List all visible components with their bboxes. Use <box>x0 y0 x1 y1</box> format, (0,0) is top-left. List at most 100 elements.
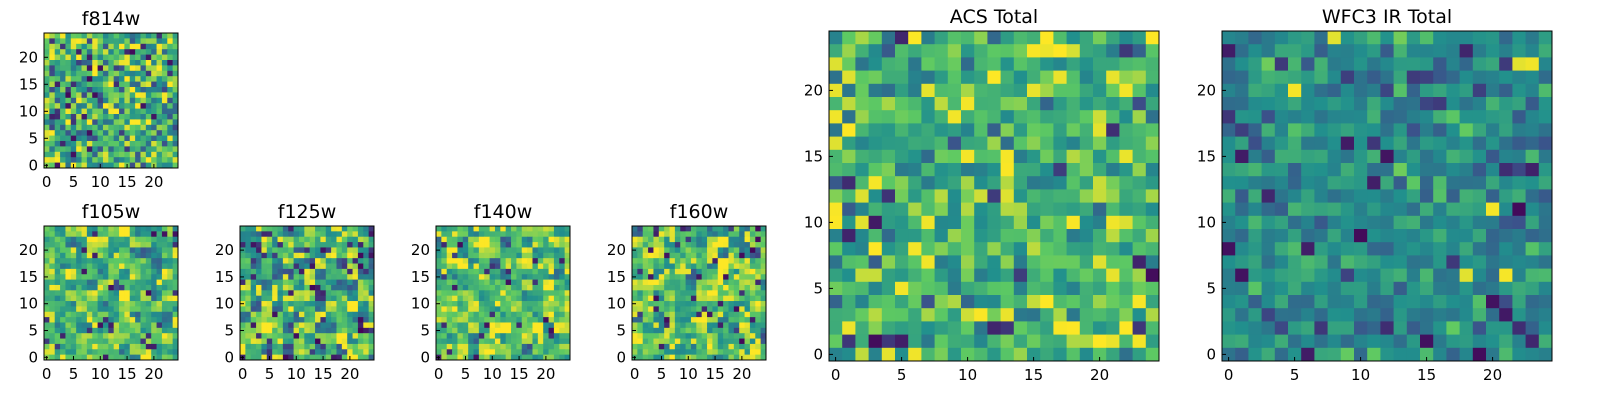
heatmap-cell <box>642 301 649 307</box>
heatmap-cell <box>140 92 147 99</box>
heatmap-cell <box>1406 176 1421 190</box>
heatmap-cell <box>368 231 375 238</box>
heatmap-cell <box>129 226 136 232</box>
heatmap-cell <box>446 236 453 243</box>
heatmap-cell <box>1053 136 1067 151</box>
heatmap-cell <box>108 242 115 248</box>
heatmap-cell <box>829 321 843 335</box>
heatmap-cell <box>357 258 364 264</box>
heatmap-cell <box>1433 229 1447 243</box>
heatmap-cell <box>304 349 311 356</box>
heatmap-cell <box>527 226 533 232</box>
heatmap-cell <box>108 60 115 66</box>
heatmap-cell <box>1327 255 1342 269</box>
heatmap-cell <box>97 295 104 302</box>
heatmap-cell <box>151 87 157 93</box>
heatmap-cell <box>868 44 883 58</box>
heatmap-cell <box>921 242 935 256</box>
heatmap-cell <box>1027 44 1041 58</box>
heatmap-cell <box>749 290 756 297</box>
heatmap-cell <box>145 65 152 72</box>
heatmap-cell <box>1406 31 1421 45</box>
heatmap-cell <box>1248 281 1262 296</box>
heatmap-cell <box>543 242 549 248</box>
heatmap-cell <box>1261 44 1276 58</box>
heatmap-cell <box>653 236 660 243</box>
heatmap-cell <box>653 354 660 361</box>
heatmap-cell <box>755 295 762 302</box>
heatmap-cell <box>60 295 66 302</box>
heatmap-cell <box>240 338 246 345</box>
heatmap-cell <box>674 301 681 307</box>
heatmap-cell <box>81 274 88 280</box>
heatmap-cell <box>124 92 131 99</box>
heatmap-cell <box>293 333 300 339</box>
heatmap-cell <box>723 226 729 232</box>
heatmap-cell <box>1406 308 1421 322</box>
heatmap-cell <box>462 258 469 264</box>
heatmap-cell <box>92 317 98 323</box>
heatmap-cell <box>868 295 883 309</box>
heatmap-cell <box>277 311 284 318</box>
heatmap-cell <box>441 349 448 356</box>
heatmap-cell <box>1093 255 1107 269</box>
heatmap-cell <box>1053 202 1067 217</box>
heatmap-cell <box>521 226 528 232</box>
heatmap-cell <box>81 33 88 39</box>
heatmap-cell <box>696 231 703 238</box>
heatmap-cell <box>868 229 883 243</box>
heatmap-cell <box>559 322 566 329</box>
heatmap-cell <box>277 226 284 232</box>
heatmap-cell <box>70 92 77 99</box>
heatmap-cell <box>658 301 665 307</box>
heatmap-cell <box>113 301 120 307</box>
heatmap-cell <box>347 322 353 329</box>
heatmap-cell <box>135 119 141 126</box>
heatmap-cell <box>1222 123 1236 137</box>
heatmap-cell <box>1367 31 1381 45</box>
heatmap-cell <box>653 247 660 254</box>
heatmap-cell <box>701 295 708 302</box>
heatmap-cell <box>1000 31 1015 45</box>
heatmap-cell <box>167 54 174 61</box>
heatmap-cell <box>881 308 896 322</box>
heatmap-cell <box>527 252 533 259</box>
heatmap-cell <box>987 281 1001 296</box>
heatmap-cell <box>135 263 141 270</box>
heatmap-cell <box>288 333 294 339</box>
heatmap-cell <box>527 317 533 323</box>
heatmap-cell <box>1327 31 1342 45</box>
heatmap-cell <box>54 343 61 350</box>
heatmap-cell <box>462 242 469 248</box>
heatmap-cell <box>151 290 157 297</box>
heatmap-cell <box>436 306 442 313</box>
heatmap-cell <box>1340 44 1355 58</box>
heatmap-cell <box>842 334 856 349</box>
heatmap-cell <box>1380 176 1394 190</box>
heatmap-cell <box>250 333 257 339</box>
heatmap-cell <box>368 242 375 248</box>
heatmap-cell <box>145 247 152 254</box>
heatmap-cell <box>161 349 168 356</box>
y-tick-label: 15 <box>411 268 430 286</box>
heatmap-cell <box>664 268 670 275</box>
heatmap-cell <box>500 252 507 259</box>
heatmap-cell <box>298 354 305 361</box>
heatmap-cell <box>553 290 560 297</box>
heatmap-cell <box>357 268 364 275</box>
heatmap-cell <box>1093 176 1107 190</box>
heatmap-cell <box>282 338 289 345</box>
heatmap-cell <box>674 258 681 264</box>
heatmap-cell <box>1406 97 1421 111</box>
heatmap-cell <box>76 49 82 55</box>
heatmap-cell <box>124 226 131 232</box>
heatmap-cell <box>102 247 109 254</box>
heatmap-cell <box>1367 44 1381 58</box>
heatmap-cell <box>315 327 321 334</box>
heatmap-cell <box>842 163 856 177</box>
heatmap-cell <box>245 284 252 291</box>
heatmap-cell <box>947 110 962 124</box>
heatmap-cell <box>1433 31 1447 45</box>
heatmap-cell <box>489 322 496 329</box>
heatmap-cell <box>172 306 179 313</box>
